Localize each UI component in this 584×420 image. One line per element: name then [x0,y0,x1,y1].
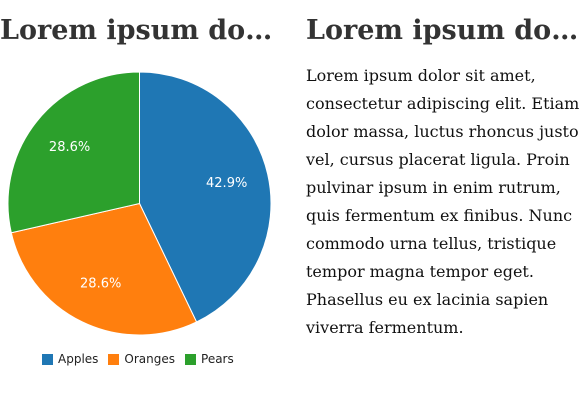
pie-chart: 42.9% 28.6% 28.6% [7,71,272,336]
text-panel: Lorem ipsum do… Lorem ipsum dolor sit am… [306,0,582,420]
chart-title: Lorem ipsum do… [0,15,273,46]
slice-label-apples: 42.9% [206,176,247,191]
pie-slice-oranges [10,202,198,336]
legend-label: Pears [201,352,234,366]
pie-slice-apples [139,71,272,323]
legend-item-oranges: Oranges [108,352,175,366]
pie-slice-pears [7,71,140,234]
legend-swatch [42,353,53,365]
slice-label-pears: 28.6% [49,140,90,155]
legend-item-pears: Pears [185,352,234,366]
legend-label: Apples [58,352,99,366]
legend-item-apples: Apples [42,352,98,366]
body-paragraph: Lorem ipsum dolor sit amet, consectetur … [306,66,580,337]
text-panel-title: Lorem ipsum do… [306,15,579,46]
chart-legend: Apples Oranges Pears [42,352,244,366]
chart-panel: Lorem ipsum do… 42.9% 28.6% 28.6% Apples Or… [0,0,280,420]
legend-label: Oranges [124,352,176,366]
legend-swatch [185,353,197,365]
legend-swatch [108,353,120,365]
slice-label-oranges: 28.6% [80,277,121,292]
